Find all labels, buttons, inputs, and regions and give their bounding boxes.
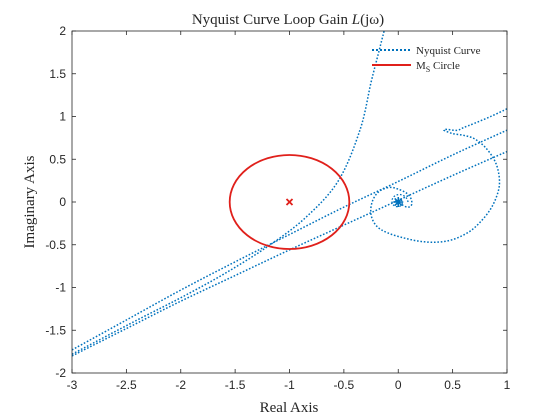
legend-ms-label: MS Circle — [416, 60, 460, 74]
x-tick-label: -1.5 — [225, 378, 246, 392]
legend: Nyquist Curve MS Circle — [372, 45, 481, 74]
x-tick-label: 1 — [504, 378, 511, 392]
x-tick-label: 0 — [395, 378, 402, 392]
legend-ms-main: M — [416, 60, 426, 72]
y-tick-label: -1 — [55, 281, 66, 295]
legend-ms-sub: S — [426, 65, 430, 74]
ms-circle — [228, 154, 351, 250]
y-tick-label: -1.5 — [45, 323, 66, 337]
legend-ms-rest: Circle — [430, 60, 460, 72]
axes: -3 -2.5 -2 -1.5 -1 -0.5 0 0.5 1 -2 -1.5 -1 -0.5 0 0.5 1… — [45, 24, 510, 392]
x-tick-label: -2 — [175, 378, 186, 392]
y-tick-label: 1 — [59, 110, 66, 124]
y-tick-label: 1.5 — [49, 67, 66, 81]
chart-title-prefix: Nyquist Curve Loop Gain — [192, 12, 352, 28]
y-axis-label: Imaginary Axis — [22, 155, 38, 248]
plot-area — [72, 31, 507, 357]
nyquist-curve-segment-3 — [369, 108, 507, 244]
nyquist-curve-segment-0 — [72, 150, 507, 357]
x-tick-label: -1 — [284, 378, 295, 392]
chart-title-arg: (jω) — [360, 12, 384, 28]
nyquist-curve-segment-1 — [72, 129, 507, 351]
y-tick-label: -0.5 — [45, 238, 66, 252]
x-axis-label: Real Axis — [260, 400, 319, 416]
y-tick-label: 0.5 — [49, 152, 66, 166]
origin-marker — [393, 197, 404, 207]
x-tick-label: 0.5 — [444, 378, 461, 392]
nyquist-curve-segment-2 — [72, 31, 385, 355]
legend-nyquist-label: Nyquist Curve — [416, 45, 481, 57]
y-tick-label: -2 — [55, 366, 66, 380]
chart-title-func: L — [351, 12, 360, 28]
critical-point-marker — [285, 198, 294, 206]
nyquist-inner-spiral — [391, 193, 409, 208]
y-tick-label: 2 — [59, 24, 66, 38]
chart-title: Nyquist Curve Loop Gain L(jω) — [192, 12, 384, 28]
x-tick-label: -3 — [67, 378, 78, 392]
y-tick-label: 0 — [59, 195, 66, 209]
x-tick-label: -0.5 — [334, 378, 355, 392]
x-tick-label: -2.5 — [116, 378, 137, 392]
